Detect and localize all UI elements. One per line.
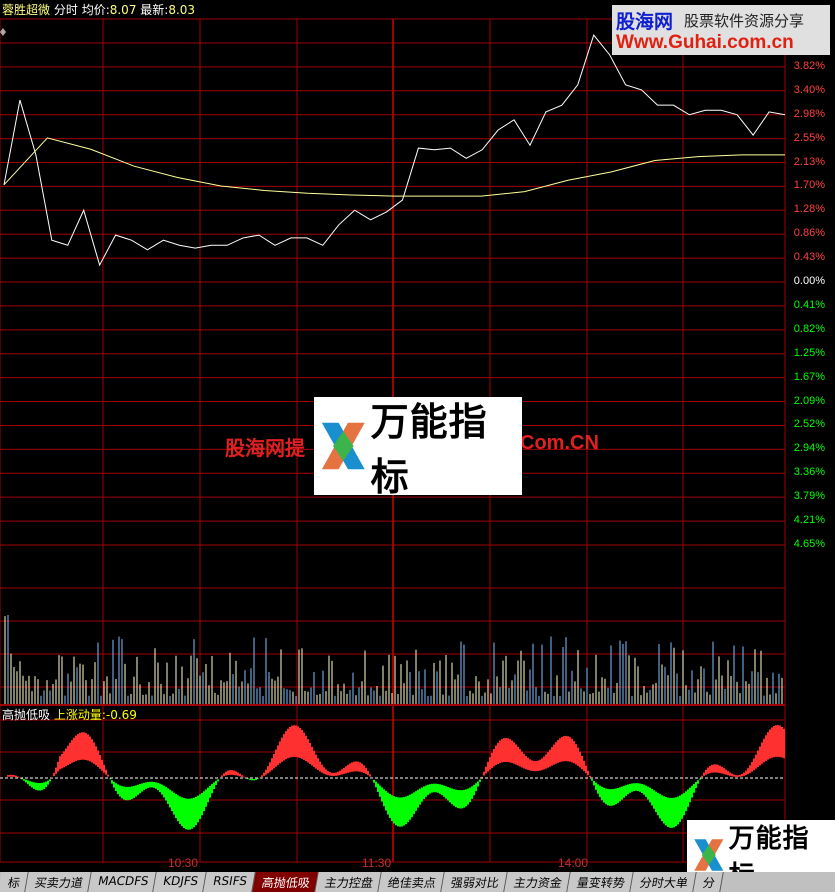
- tab-3[interactable]: KDJFS: [153, 872, 208, 892]
- diamond-marker: [0, 28, 6, 36]
- axis-label-up: 3.82%: [793, 59, 825, 72]
- indicator-tabs: 标买卖力道 MACDFS KDJFS RSIFS 高抛低吸 主力控盘 绝佳卖点 强弱对比 主力资…: [0, 872, 835, 892]
- axis-label-up: 2.55%: [793, 131, 825, 144]
- last-label: 最新:: [140, 3, 169, 17]
- axis-label-down: 2.52%: [793, 418, 825, 431]
- logo-icon: [694, 839, 724, 871]
- watermark-url: Www.Guhai.com.cn: [616, 32, 794, 53]
- axis-label-down: 2.09%: [793, 394, 825, 407]
- tab-9[interactable]: 主力资金: [504, 872, 571, 892]
- center-watermark-right: Com.CN: [520, 432, 599, 454]
- tab-5[interactable]: 高抛低吸: [252, 872, 319, 892]
- axis-label-up: 1.28%: [793, 203, 825, 216]
- watermark-site: 股海网: [616, 11, 674, 33]
- axis-label-up: 0.00%: [793, 275, 825, 287]
- stock-name: 蓉胜超微: [2, 3, 51, 17]
- axis-label-down: 4.65%: [793, 538, 825, 550]
- axis-label-up: 0.43%: [793, 251, 825, 264]
- tab-0[interactable]: 标: [0, 872, 29, 892]
- avg-label: 均价:: [81, 3, 110, 17]
- tab-12[interactable]: 分: [693, 872, 724, 892]
- indicator-name: 高抛低吸: [2, 708, 51, 722]
- watermark-slogan: 股票软件资源分享: [684, 12, 805, 30]
- indicator-series-value: -0.69: [105, 708, 137, 722]
- logo-icon: [321, 422, 365, 470]
- tab-11[interactable]: 分时大单: [630, 872, 697, 892]
- chart-header: 蓉胜超微 分时 均价:8.07 最新:8.03: [2, 1, 195, 18]
- time-label: 14:00: [558, 856, 589, 870]
- axis-label-down: 0.41%: [793, 298, 825, 311]
- avg-value: 8.07: [109, 3, 137, 17]
- axis-label-down: 4.21%: [793, 514, 825, 527]
- last-value: 8.03: [168, 3, 196, 17]
- price-line: [3, 34, 786, 267]
- guhai-watermark: 股海网 股票软件资源分享 Www.Guhai.com.cn: [612, 5, 830, 55]
- center-watermark-left: 股海网提: [225, 436, 305, 460]
- tab-10[interactable]: 量变转势: [567, 872, 634, 892]
- logo-watermark-center: 万能指标: [314, 397, 522, 499]
- tab-8[interactable]: 强弱对比: [441, 872, 508, 892]
- axis-label-down: 3.36%: [793, 466, 825, 479]
- axis-label-down: 1.25%: [793, 346, 825, 359]
- tab-6[interactable]: 主力控盘: [315, 872, 382, 892]
- time-label: 10:30: [168, 856, 199, 870]
- axis-label-up: 0.86%: [793, 227, 825, 240]
- axis-label-down: 0.82%: [793, 322, 825, 335]
- tab-1[interactable]: 买卖力道: [25, 872, 92, 892]
- axis-label-up: 2.13%: [793, 155, 825, 168]
- axis-label-down: 2.94%: [793, 442, 825, 455]
- chart-border: [0, 18, 786, 863]
- indicator-header: 高抛低吸 上涨动量:-0.69: [2, 706, 137, 723]
- axis-label-up: 1.70%: [793, 179, 825, 192]
- chart-mode: 分时: [53, 3, 78, 17]
- intraday-chart[interactable]: [0, 0, 835, 872]
- axis-label-down: 3.79%: [793, 490, 825, 503]
- logo-text: 万能指标: [370, 400, 488, 499]
- logo-text: 万能指标: [728, 824, 810, 891]
- time-label: 11:30: [362, 856, 392, 870]
- indicator-series-label: 上涨动量:: [53, 708, 106, 722]
- tab-7[interactable]: 绝佳卖点: [378, 872, 445, 892]
- axis-label-up: 2.98%: [793, 107, 825, 120]
- tab-2[interactable]: MACDFS: [88, 872, 158, 892]
- tab-4[interactable]: RSIFS: [203, 872, 256, 892]
- axis-label-up: 3.40%: [793, 83, 825, 96]
- avg-price-line: [3, 137, 785, 197]
- axis-label-down: 1.67%: [793, 370, 825, 383]
